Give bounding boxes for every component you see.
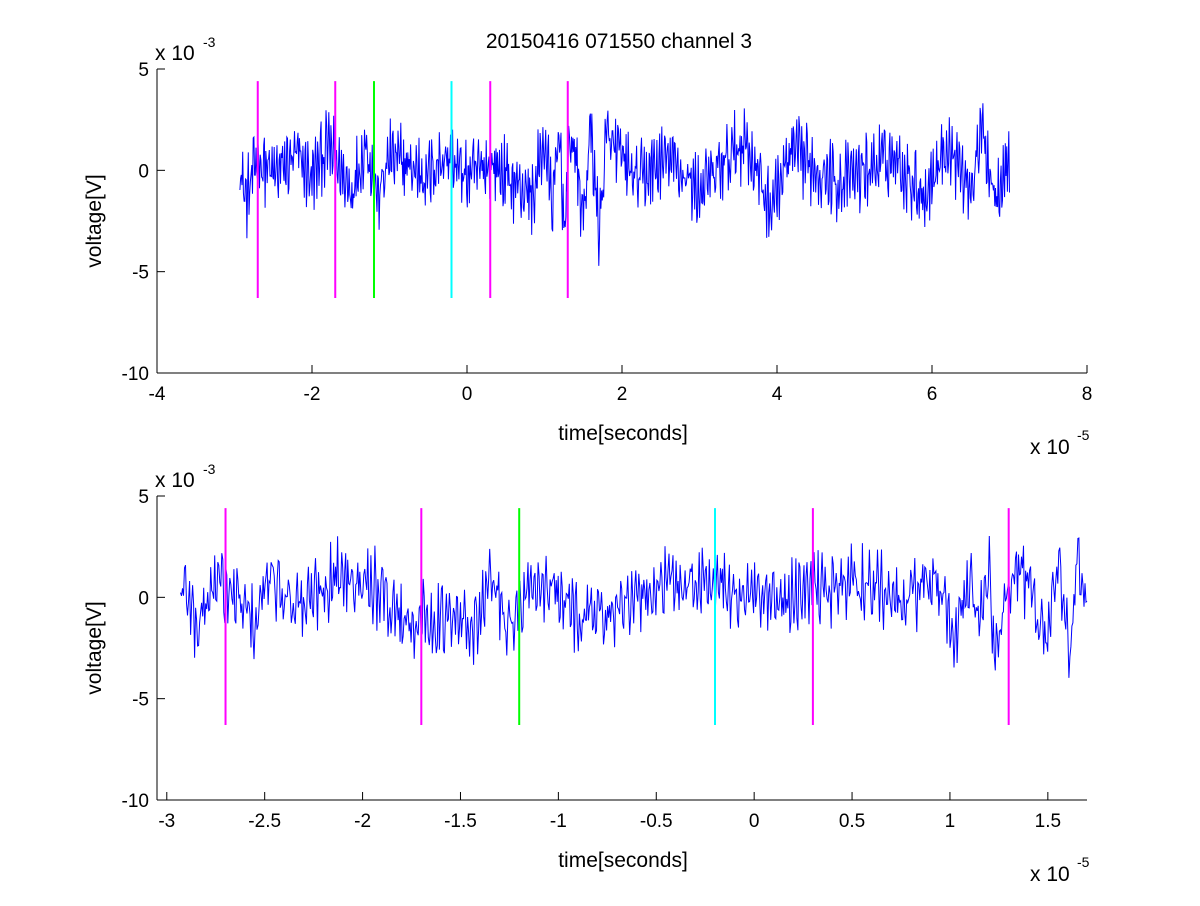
x-multiplier-exponent: -5 (1077, 427, 1090, 443)
x-tick-label: -0.5 (640, 811, 673, 832)
y-tick-label: 5 (138, 487, 149, 508)
x-tick-label: -4 (149, 384, 166, 405)
x-multiplier-label: x 10 (1030, 863, 1070, 886)
axes-bottom: -3 -2.5 -2 -1.5 -1 -0.5 0 0.5 1 1.5 5 0 -5 -10 time[se… (83, 461, 1090, 886)
figure-title: 20150416 071550 channel 3 (486, 30, 752, 53)
y-axis-title: voltage[V] (83, 174, 106, 267)
y-multiplier-label: x 10 (155, 469, 195, 492)
y-multiplier-exponent: -3 (203, 461, 216, 477)
x-tick-label: -2.5 (248, 811, 281, 832)
x-tick-label: 0 (462, 384, 473, 405)
signal-trace (239, 103, 1010, 266)
y-tick-label: 5 (138, 60, 149, 81)
x-axis-title: time[seconds] (558, 849, 688, 872)
x-multiplier-exponent: -5 (1077, 854, 1090, 870)
x-tick-label: 0.5 (839, 811, 865, 832)
x-tick-label: -1 (550, 811, 567, 832)
y-axis-title: voltage[V] (83, 601, 106, 694)
x-tick-label: -1.5 (444, 811, 477, 832)
y-multiplier-label: x 10 (155, 42, 195, 65)
x-axis-title: time[seconds] (558, 422, 688, 445)
x-tick-label: 1.5 (1035, 811, 1061, 832)
signal-trace (180, 535, 1088, 678)
x-tick-label: -2 (304, 384, 321, 405)
x-tick-label: 0 (749, 811, 760, 832)
x-tick-label: -2 (354, 811, 371, 832)
x-tick-label: 8 (1082, 384, 1093, 405)
y-tick-label: 0 (138, 161, 149, 182)
y-tick-label: -10 (122, 791, 149, 812)
x-tick-label: 1 (945, 811, 956, 832)
y-tick-label: -5 (132, 263, 149, 284)
y-tick-label: -5 (132, 690, 149, 711)
y-tick-label: -10 (122, 364, 149, 385)
x-tick-label: 2 (617, 384, 628, 405)
x-multiplier-label: x 10 (1030, 436, 1070, 459)
x-tick-label: 6 (927, 384, 938, 405)
axes-top: -4 -2 0 2 4 6 8 5 0 -5 -10 time[seconds] voltage[V] x… (83, 34, 1092, 459)
x-tick-label: -3 (158, 811, 175, 832)
x-tick-label: 4 (772, 384, 783, 405)
y-tick-label: 0 (138, 588, 149, 609)
y-multiplier-exponent: -3 (203, 34, 216, 50)
